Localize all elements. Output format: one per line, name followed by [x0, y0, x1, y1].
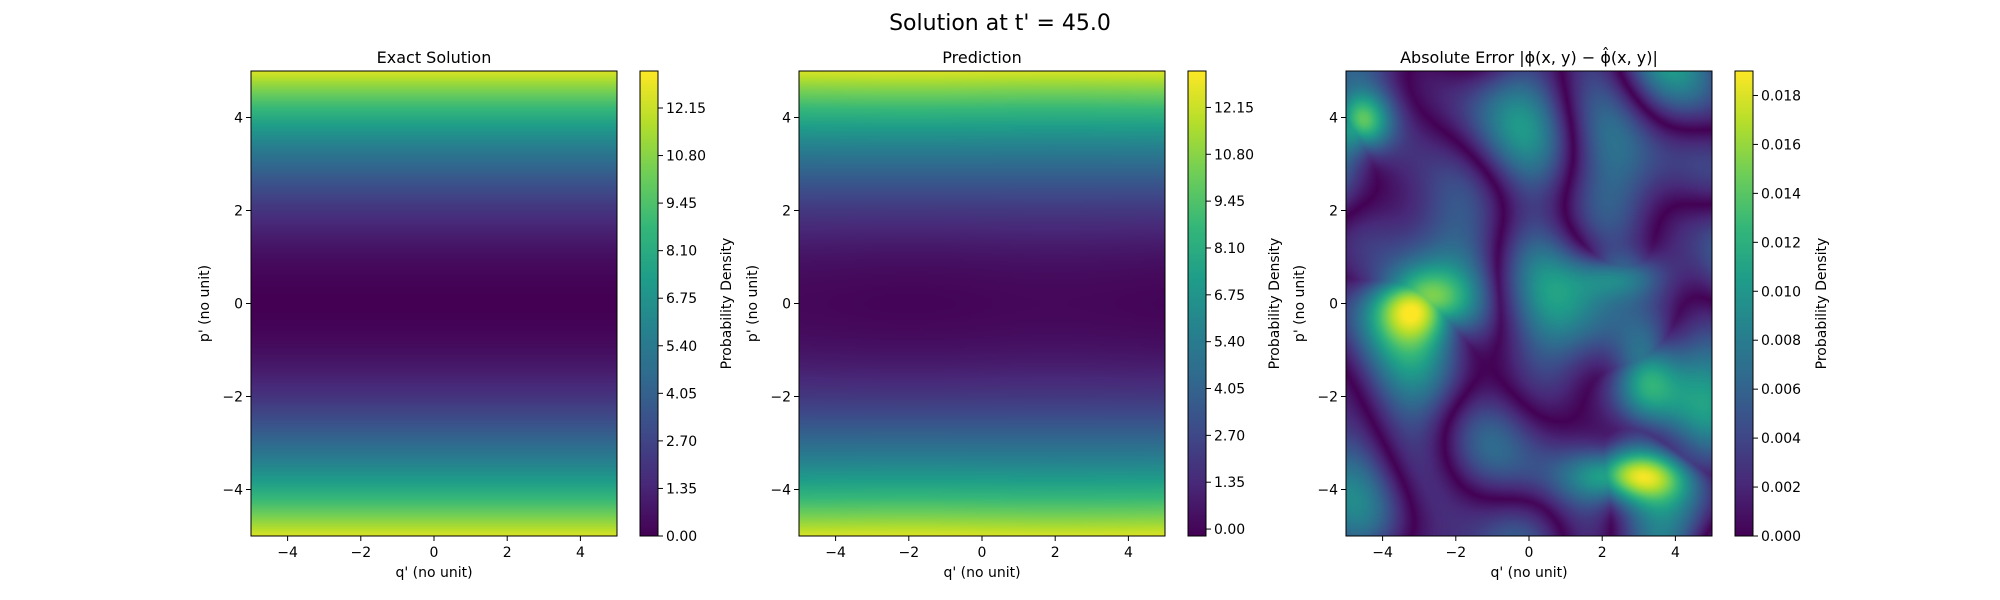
- x-tick-label: 4: [1124, 545, 1133, 561]
- y-axis-label: p' (no unit): [1292, 265, 1308, 342]
- y-tick-label: 4: [234, 111, 243, 127]
- colorbar-tick-label: 12.15: [1214, 100, 1254, 116]
- panel-2: Prediction −4 −2 0 2 4 −4 −2 0 2 4 q' (no unit) p' (…: [745, 48, 1283, 581]
- colorbar-tick-label: 10.80: [666, 149, 706, 165]
- heatmap-image: [1346, 71, 1712, 536]
- colorbar: 0.00 1.35 2.70 4.05 5.40 6.75 8.10 9.45 10.80 12.…: [1187, 70, 1283, 538]
- colorbar-tick-label: 0.010: [1761, 284, 1801, 300]
- colorbar-frame: [1187, 70, 1207, 537]
- colorbar-tick-label: 0.00: [1214, 522, 1245, 538]
- x-tick-label: −4: [277, 545, 298, 561]
- colorbar-frame: [639, 70, 659, 537]
- y-tick-label: 0: [1329, 297, 1338, 313]
- colorbar-tick-label: 8.10: [666, 244, 697, 260]
- panel-title: Exact Solution: [377, 48, 492, 67]
- x-tick-label: 0: [430, 545, 439, 561]
- heatmap-image: [799, 71, 1165, 536]
- colorbar-label: Probability Density: [719, 238, 735, 370]
- y-tick-label: 0: [782, 297, 791, 313]
- x-tick-label: 0: [978, 545, 987, 561]
- colorbar-tick-label: 5.40: [666, 339, 697, 355]
- colorbar-tick-label: 12.15: [666, 101, 706, 117]
- colorbar-gradient: [1735, 71, 1753, 536]
- colorbar-tick-label: 9.45: [666, 196, 697, 212]
- colorbar-tick-label: 10.80: [1214, 147, 1254, 163]
- panel-title: Absolute Error |ϕ(x, y) − ϕ̂(x, y)|: [1400, 47, 1658, 67]
- colorbar-tick-label: 0.016: [1761, 137, 1801, 153]
- colorbar-tick-label: 0.000: [1761, 529, 1801, 545]
- x-tick-label: 2: [503, 545, 512, 561]
- colorbar: 0.00 1.35 2.70 4.05 5.40 6.75 8.10 9.45 10.80 12.…: [639, 70, 735, 545]
- y-tick-label: −2: [1317, 390, 1338, 406]
- x-tick-label: −2: [350, 545, 371, 561]
- colorbar-tick-label: 9.45: [1214, 194, 1245, 210]
- x-axis-label: q' (no unit): [395, 565, 472, 581]
- y-tick-label: −4: [1317, 483, 1338, 499]
- colorbar-tick-label: 2.70: [1214, 428, 1245, 444]
- colorbar-label: Probability Density: [1267, 238, 1283, 370]
- colorbar-tick-label: 0.018: [1761, 88, 1801, 104]
- y-axis-label: p' (no unit): [197, 265, 213, 342]
- panel-3: Absolute Error |ϕ(x, y) − ϕ̂(x, y)| −4 −2 0…: [1292, 47, 1830, 581]
- colorbar-tick-label: 0.004: [1761, 431, 1801, 447]
- colorbar-tick-label: 0.008: [1761, 333, 1801, 349]
- colorbar: 0.000 0.002 0.004 0.006 0.008 0.010 0.012 0.014…: [1734, 70, 1830, 545]
- colorbar-gradient: [640, 71, 658, 536]
- y-tick-label: −2: [222, 390, 243, 406]
- colorbar-frame: [1734, 70, 1754, 537]
- colorbar-tick-label: 8.10: [1214, 241, 1245, 257]
- y-tick-label: −4: [770, 483, 791, 499]
- x-tick-label: −4: [1372, 545, 1393, 561]
- colorbar-gradient: [1188, 71, 1206, 536]
- colorbar-tick-label: 0.006: [1761, 382, 1801, 398]
- x-tick-label: 0: [1525, 545, 1534, 561]
- x-tick-label: 4: [576, 545, 585, 561]
- x-tick-label: −2: [898, 545, 919, 561]
- colorbar-tick-label: 0.012: [1761, 235, 1801, 251]
- x-tick-label: 2: [1598, 545, 1607, 561]
- y-tick-label: 2: [782, 204, 791, 220]
- colorbar-tick-label: 4.05: [666, 386, 697, 402]
- colorbar-label: Probability Density: [1814, 238, 1830, 370]
- y-tick-label: −4: [222, 483, 243, 499]
- x-axis-label: q' (no unit): [1490, 565, 1567, 581]
- colorbar-tick-label: 1.35: [1214, 475, 1245, 491]
- x-tick-label: −2: [1445, 545, 1466, 561]
- figure-title: Solution at t' = 45.0: [889, 11, 1111, 36]
- y-tick-label: 4: [782, 111, 791, 127]
- y-tick-label: 2: [1329, 204, 1338, 220]
- colorbar-tick-label: 6.75: [666, 291, 697, 307]
- panel-1: Exact Solution −4 −2 0 2 4 −4 −2 0 2 4 q' (no unit)…: [197, 48, 735, 581]
- x-tick-label: −4: [825, 545, 846, 561]
- colorbar-tick-label: 5.40: [1214, 335, 1245, 351]
- y-axis-label: p' (no unit): [745, 265, 761, 342]
- heatmap-image: [251, 71, 617, 536]
- y-tick-label: −2: [770, 390, 791, 406]
- y-tick-label: 4: [1329, 111, 1338, 127]
- colorbar-tick-label: 0.014: [1761, 186, 1801, 202]
- colorbar-tick-label: 4.05: [1214, 382, 1245, 398]
- panel-title: Prediction: [942, 48, 1021, 67]
- y-tick-label: 2: [234, 204, 243, 220]
- x-tick-label: 4: [1671, 545, 1680, 561]
- colorbar-tick-label: 0.002: [1761, 480, 1801, 496]
- x-tick-label: 2: [1051, 545, 1060, 561]
- colorbar-tick-label: 1.35: [666, 481, 697, 497]
- y-tick-label: 0: [234, 297, 243, 313]
- x-axis-label: q' (no unit): [943, 565, 1020, 581]
- colorbar-tick-label: 0.00: [666, 529, 697, 545]
- colorbar-tick-label: 2.70: [666, 434, 697, 450]
- colorbar-tick-label: 6.75: [1214, 288, 1245, 304]
